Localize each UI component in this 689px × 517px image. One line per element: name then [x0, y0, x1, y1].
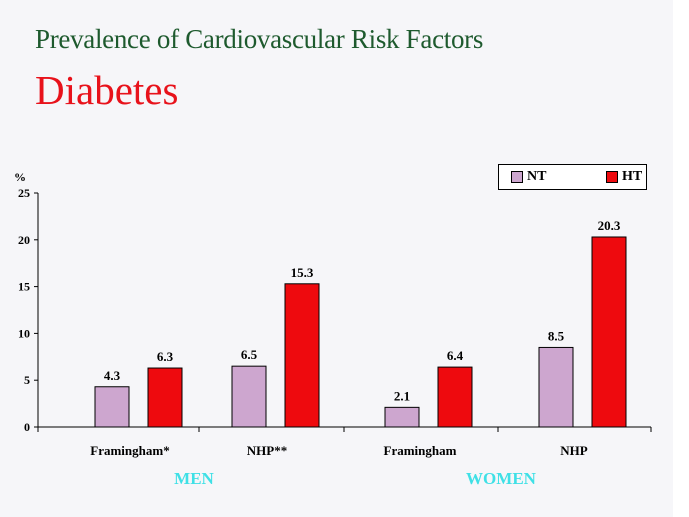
- slide-subtitle: Diabetes: [35, 67, 179, 113]
- x-tick-label: NHP: [560, 443, 588, 458]
- group-label-men: MEN: [174, 469, 214, 488]
- data-labels: 4.3 6.5 2.1 8.5 6.3 15.3 6.4 20.3: [104, 218, 621, 403]
- y-axis: 0 5 10 15 20 25%: [14, 170, 39, 434]
- legend-item-ht: HT: [606, 169, 642, 185]
- bar-nt: [94, 386, 130, 428]
- bar-value-label: 15.3: [291, 265, 314, 280]
- y-tick-label: 25: [18, 186, 30, 200]
- y-tick-label: 5: [24, 373, 30, 387]
- bar-series: [94, 236, 627, 428]
- y-tick-label: 10: [18, 326, 30, 340]
- y-tick-label: 0: [24, 420, 30, 434]
- bar-ht: [284, 283, 320, 428]
- bar-value-label: 2.1: [394, 388, 410, 403]
- x-tick-label: NHP**: [247, 443, 287, 458]
- x-tick-label: Framingham: [384, 443, 457, 458]
- chart-legend: NT HT: [498, 164, 647, 190]
- legend-swatch-nt: [511, 171, 523, 183]
- bar-ht: [591, 236, 627, 428]
- bar-value-label: 6.4: [447, 348, 464, 363]
- slide-title: Prevalence of Cardiovascular Risk Factor…: [35, 24, 484, 54]
- bar-value-label: 4.3: [104, 368, 121, 383]
- bar-value-label: 20.3: [598, 218, 621, 233]
- legend-item-nt: NT: [511, 169, 546, 185]
- bar-value-label: 8.5: [548, 328, 565, 343]
- x-axis: Framingham* NHP** Framingham NHP: [37, 426, 652, 458]
- bar-nt: [231, 365, 267, 428]
- bar-value-label: 6.5: [241, 347, 258, 362]
- legend-swatch-ht: [606, 171, 618, 183]
- bar-nt: [384, 406, 420, 428]
- group-label-women: WOMEN: [466, 469, 536, 488]
- y-tick-label: 15: [18, 280, 30, 294]
- bar-ht: [437, 366, 473, 428]
- legend-label-ht: HT: [622, 169, 643, 184]
- slide-edge: [673, 0, 689, 517]
- y-axis-label: %: [14, 170, 26, 184]
- bar-value-label: 6.3: [157, 349, 174, 364]
- legend-label-nt: NT: [527, 169, 547, 184]
- bar-ht: [147, 367, 183, 428]
- bar-nt: [538, 346, 574, 428]
- y-tick-label: 20: [18, 233, 30, 247]
- x-tick-label: Framingham*: [90, 443, 169, 458]
